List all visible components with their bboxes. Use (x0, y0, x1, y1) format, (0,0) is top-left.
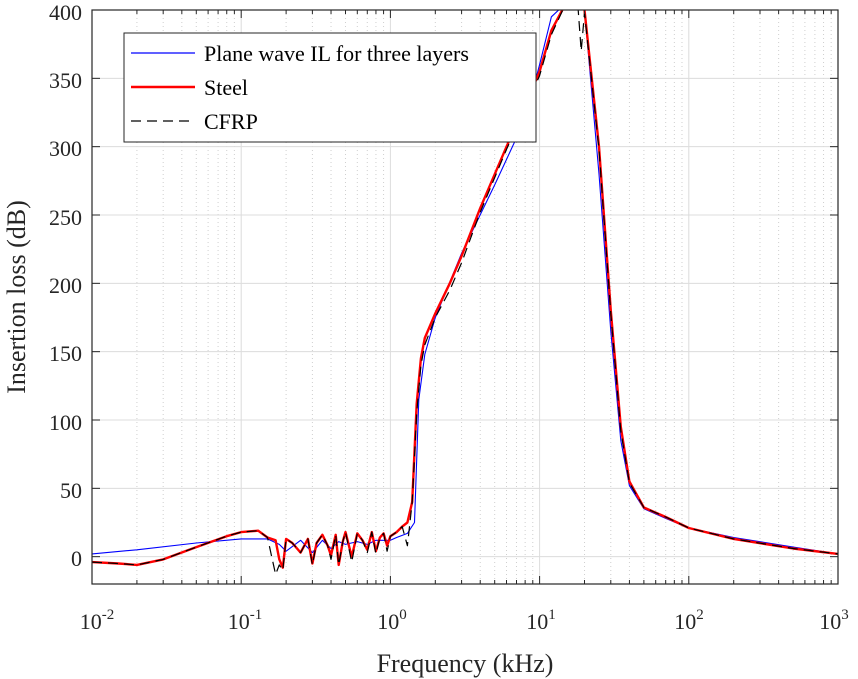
x-tick-labels: 10-2 10-1 100 101 102 103 (80, 607, 849, 634)
x-tick-label: 10-1 (228, 607, 263, 634)
y-tick-label: 100 (49, 410, 82, 435)
series-line-cfrp (92, 10, 838, 576)
y-tick-label: 350 (49, 68, 82, 93)
legend-entry-cfrp: CFRP (131, 109, 258, 134)
legend-label-steel: Steel (204, 75, 248, 100)
x-tick-label: 101 (526, 607, 556, 634)
axis-ticks (91, 9, 838, 584)
x-tick-label: 103 (819, 607, 849, 634)
legend-label-cfrp: CFRP (204, 109, 258, 134)
plot-frame (91, 9, 839, 585)
y-tick-label: 150 (49, 341, 82, 366)
y-tick-label: 300 (49, 136, 82, 161)
x-tick-label: 100 (377, 607, 407, 634)
legend: Plane wave IL for three layers Steel CFR… (123, 32, 537, 143)
y-tick-label: 400 (49, 0, 82, 25)
series-line-steel (92, 10, 838, 569)
y-tick-label: 250 (49, 205, 82, 230)
y-tick-label: 0 (71, 546, 82, 571)
legend-label-plane-wave: Plane wave IL for three layers (204, 41, 469, 66)
x-tick-label: 10-2 (80, 607, 115, 634)
y-tick-labels: 0 50 100 150 200 250 300 350 400 (49, 0, 82, 571)
y-axis-label: Insertion loss (dB) (2, 200, 31, 394)
y-tick-label: 200 (49, 273, 82, 298)
x-axis-label: Frequency (kHz) (377, 649, 554, 678)
series-line-plane-wave (92, 10, 838, 555)
grid (92, 10, 838, 584)
x-tick-label: 102 (674, 607, 704, 634)
legend-entry-plane-wave: Plane wave IL for three layers (131, 41, 469, 66)
series-group (92, 10, 838, 576)
y-tick-label: 50 (60, 478, 82, 503)
legend-entry-steel: Steel (131, 75, 248, 100)
